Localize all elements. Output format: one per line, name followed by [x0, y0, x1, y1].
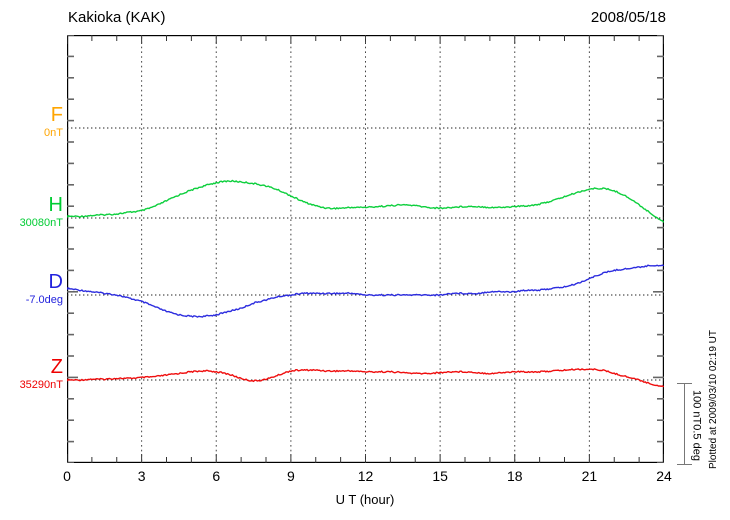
component-value-h: 30080nT — [19, 217, 63, 229]
component-letter-f: F — [50, 104, 63, 126]
component-value-z: 35290nT — [19, 379, 63, 391]
component-label-d: D -7.0deg — [26, 272, 63, 306]
component-value-f: 0nT — [44, 127, 63, 139]
component-letter-h: H — [48, 194, 63, 216]
component-value-d: -7.0deg — [25, 294, 63, 306]
x-tick-24: 24 — [656, 468, 672, 484]
x-tick-6: 6 — [212, 468, 221, 484]
component-letter-d: D — [48, 271, 63, 293]
plotted-timestamp: Plotted at 2009/03/10 02:19 UT — [708, 330, 719, 469]
magnetogram-plot — [67, 35, 664, 463]
x-tick-12: 12 — [357, 468, 374, 484]
x-tick-21: 21 — [581, 468, 598, 484]
observation-date: 2008/05/18 — [590, 9, 666, 26]
scale-bar-nt: 100 nT — [690, 390, 703, 425]
page-title: Kakioka (KAK) — [68, 9, 166, 26]
component-label-f: F 0nT — [44, 105, 63, 139]
x-tick-18: 18 — [506, 468, 523, 484]
x-tick-15: 15 — [432, 468, 448, 484]
x-axis-label: U T (hour) — [335, 492, 395, 507]
component-label-h: H 30080nT — [20, 195, 63, 229]
scale-bar-line — [684, 383, 685, 465]
scale-bar-deg: 0.5 deg — [690, 424, 703, 461]
x-tick-9: 9 — [286, 468, 295, 484]
component-label-z: Z 35290nT — [20, 357, 63, 391]
x-tick-0: 0 — [63, 468, 71, 484]
scale-bar — [676, 383, 694, 465]
scale-bar-cap-top — [677, 383, 692, 384]
component-letter-z: Z — [50, 356, 63, 378]
scale-bar-label: 100 nT0.5 deg — [690, 390, 703, 461]
x-tick-3: 3 — [137, 468, 146, 484]
scale-bar-cap-bottom — [677, 464, 692, 465]
